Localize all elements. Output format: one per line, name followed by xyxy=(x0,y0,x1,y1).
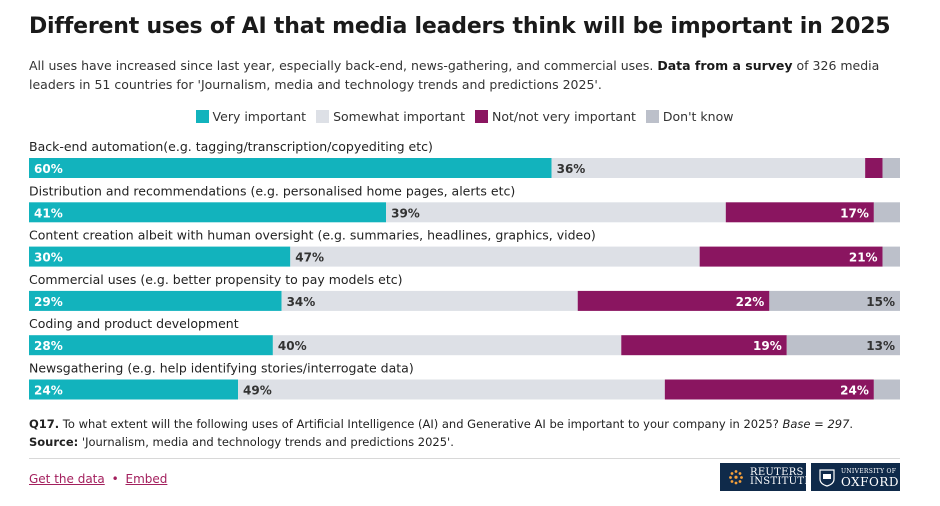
bar-segment-not-important[interactable] xyxy=(577,290,770,311)
legend-item-very-important[interactable]: Very important xyxy=(195,109,307,124)
legend-swatch-very-important xyxy=(195,110,209,123)
reuters-dots-icon xyxy=(728,469,744,485)
chart-footnote: Q17. To what extent will the following u… xyxy=(29,415,909,451)
bar-segment-not-important[interactable] xyxy=(699,246,883,267)
category-label: Distribution and recommendations (e.g. p… xyxy=(29,183,515,198)
reuters-wordmark: REUTERS INSTITUTE xyxy=(750,467,812,487)
category-label: Content creation albeit with human overs… xyxy=(29,228,596,243)
bar-segment-not-important[interactable] xyxy=(664,379,874,400)
legend-swatch-not-important xyxy=(474,110,488,123)
legend-item-not-important[interactable]: Not/not very important xyxy=(474,109,636,124)
get-the-data-link[interactable]: Get the data xyxy=(29,472,105,486)
data-label: 19% xyxy=(753,339,782,353)
source-text: 'Journalism, media and technology trends… xyxy=(78,435,454,449)
footer-divider xyxy=(29,458,900,459)
oxford-crest-icon xyxy=(819,469,835,487)
source-note: Source: 'Journalism, media and technolog… xyxy=(29,433,909,451)
data-label: 13% xyxy=(866,339,895,353)
data-label: 24% xyxy=(840,384,869,398)
bar-segment-somewhat-important[interactable] xyxy=(290,246,700,267)
question-label: Q17. xyxy=(29,417,60,431)
bar-segment-very-important[interactable] xyxy=(29,335,273,356)
legend-label: Don't know xyxy=(662,109,734,124)
data-label: 34% xyxy=(287,295,316,309)
data-label: 40% xyxy=(278,339,307,353)
chart-subtitle: All uses have increased since last year,… xyxy=(29,56,909,94)
legend-label: Somewhat important xyxy=(333,109,465,124)
bar-segment-not-important[interactable] xyxy=(865,158,883,178)
bar-segment-somewhat-important[interactable] xyxy=(386,202,726,223)
data-label: 17% xyxy=(840,206,869,220)
data-label: 41% xyxy=(34,206,63,220)
question-note: Q17. To what extent will the following u… xyxy=(29,415,909,433)
data-label: 47% xyxy=(295,251,324,265)
chart-legend: Very important Somewhat important Not/no… xyxy=(29,109,900,124)
legend-label: Not/not very important xyxy=(491,109,636,124)
reuters-institute-logo[interactable]: REUTERS INSTITUTE xyxy=(720,463,812,491)
base-text: Base = 297 xyxy=(782,417,850,431)
bar-segment-very-important[interactable] xyxy=(29,158,552,178)
bar-segment-dont-know[interactable] xyxy=(786,335,900,356)
chart-title: Different uses of AI that media leaders … xyxy=(29,14,891,39)
bar-segment-dont-know[interactable] xyxy=(882,158,900,178)
oxford-wordmark: UNIVERSITY OF OXFORD xyxy=(841,467,899,489)
data-label: 49% xyxy=(243,384,272,398)
legend-item-somewhat-important[interactable]: Somewhat important xyxy=(316,109,465,124)
legend-swatch-somewhat-important xyxy=(316,110,330,123)
embed-link[interactable]: Embed xyxy=(125,472,168,486)
bar-segment-not-important[interactable] xyxy=(621,335,787,356)
category-label: Newsgathering (e.g. help identifying sto… xyxy=(29,361,414,376)
legend-label: Very important xyxy=(212,109,307,124)
university-of-oxford-logo[interactable]: UNIVERSITY OF OXFORD xyxy=(811,463,900,491)
data-label: 15% xyxy=(866,295,895,309)
data-label: 29% xyxy=(34,295,63,309)
bar-segment-somewhat-important[interactable] xyxy=(281,290,578,311)
subtitle-rest-text: of 326 media leaders in 51 countries for… xyxy=(29,58,880,92)
data-label: 28% xyxy=(34,339,63,353)
bar-segment-dont-know[interactable] xyxy=(873,379,900,400)
bar-segment-somewhat-important[interactable] xyxy=(551,158,866,178)
data-label: 21% xyxy=(849,251,878,265)
bar-segment-not-important[interactable] xyxy=(725,202,874,223)
data-label: 60% xyxy=(34,162,63,176)
data-label: 36% xyxy=(557,162,586,176)
category-label: Commercial uses (e.g. better propensity … xyxy=(29,272,403,287)
base-end: . xyxy=(849,417,854,431)
bar-segment-somewhat-important[interactable] xyxy=(238,379,665,400)
subtitle-bold-text: Data from a survey xyxy=(657,58,793,73)
bar-segment-very-important[interactable] xyxy=(29,202,387,223)
bar-segment-somewhat-important[interactable] xyxy=(272,335,622,356)
footer-links: Get the data • Embed xyxy=(29,472,167,486)
bar-segment-dont-know[interactable] xyxy=(882,246,900,267)
data-label: 39% xyxy=(391,206,420,220)
stacked-bar-chart: Back-end automation(e.g. tagging/transcr… xyxy=(29,139,900,400)
subtitle-text: All uses have increased since last year,… xyxy=(29,58,658,73)
bar-segment-dont-know[interactable] xyxy=(873,202,900,223)
category-label: Coding and product development xyxy=(29,316,239,331)
bar-segment-very-important[interactable] xyxy=(29,246,291,267)
source-label: Source: xyxy=(29,435,79,449)
data-label: 24% xyxy=(34,384,63,398)
bar-segment-dont-know[interactable] xyxy=(769,290,900,311)
data-label: 30% xyxy=(34,251,63,265)
legend-item-dont-know[interactable]: Don't know xyxy=(645,109,734,124)
legend-swatch-dont-know xyxy=(645,110,659,123)
category-label: Back-end automation(e.g. tagging/transcr… xyxy=(29,139,433,154)
question-text: To what extent will the following uses o… xyxy=(59,417,783,431)
link-separator: • xyxy=(111,472,119,486)
bar-segment-very-important[interactable] xyxy=(29,379,239,400)
bar-segment-very-important[interactable] xyxy=(29,290,282,311)
data-label: 22% xyxy=(736,295,765,309)
